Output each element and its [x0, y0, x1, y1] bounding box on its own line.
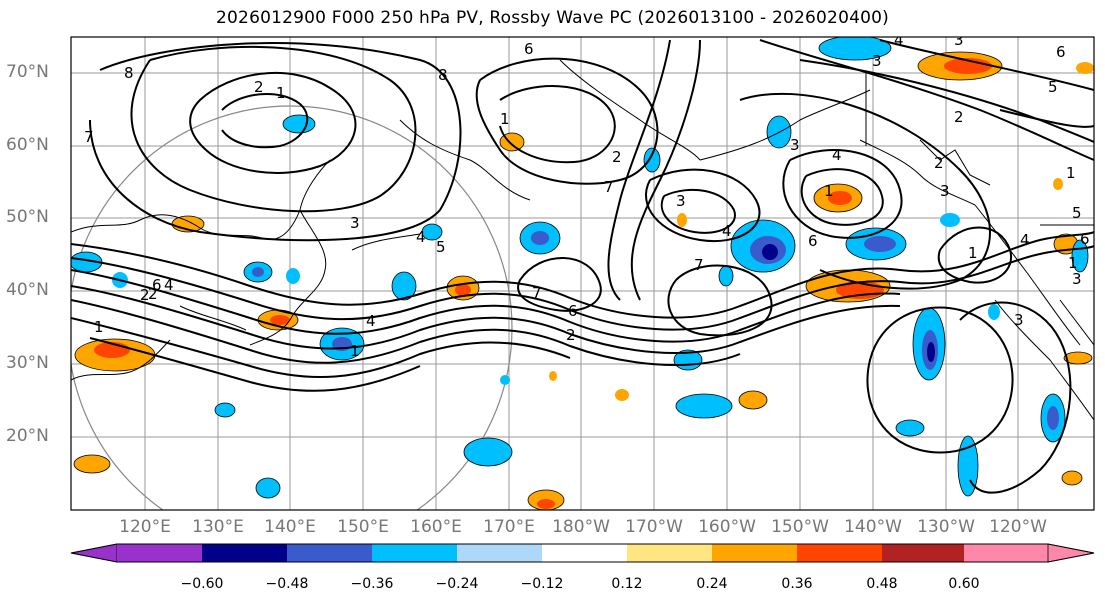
gridlines: [71, 37, 1094, 510]
colorbar-tick-label: 0.24: [696, 576, 728, 592]
contour-label: 5: [1048, 78, 1058, 96]
contour-label: 4: [722, 222, 732, 240]
contour-label: 4: [366, 312, 376, 330]
lon-label: 170°W: [625, 517, 683, 537]
lon-label: 140°W: [844, 517, 902, 537]
map-frame: [70, 36, 1095, 511]
contour-label: 6: [808, 232, 818, 250]
contour-label: 7: [604, 178, 614, 196]
contour-label: 3: [872, 52, 882, 70]
contour-label: 2: [954, 108, 964, 126]
pv-contours: [71, 39, 1094, 494]
contour-label: 1: [276, 84, 286, 102]
lat-label: 50°N: [6, 207, 49, 227]
contour-label: 1: [350, 342, 360, 360]
map-panel: 8 2 1 7 6 8 3 5 4 3 7 6 2 1 4 3 4 5 7 6 …: [70, 31, 1095, 511]
coastlines: [71, 59, 1094, 421]
colorbar-tick-label: −0.60: [180, 576, 224, 592]
map-title: 2026012900 F000 250 hPa PV, Rossby Wave …: [216, 8, 889, 28]
contour-label: 3: [1072, 270, 1082, 288]
lon-label: 120°E: [119, 517, 171, 537]
contour-label: 1: [94, 318, 104, 336]
colorbar-tick-label: 0.12: [611, 576, 643, 592]
contour-label: 6: [152, 276, 162, 294]
contour-label: 6: [568, 302, 578, 320]
lon-label: 150°E: [337, 517, 389, 537]
colorbar-tick-label: −0.12: [520, 576, 564, 592]
colorbar-tick-label: −0.36: [350, 576, 394, 592]
contour-label: 1: [968, 244, 978, 262]
contour-label: 6: [524, 40, 534, 58]
contour-label: 8: [124, 64, 134, 82]
lon-label: 170°E: [483, 517, 535, 537]
lon-label: 150°W: [771, 517, 829, 537]
contour-label: 2: [612, 148, 622, 166]
region-circle: [71, 105, 513, 510]
contour-label: 2: [566, 326, 576, 344]
contour-label: 7: [694, 256, 704, 274]
contour-label: 3: [790, 136, 800, 154]
lon-label: 130°E: [192, 517, 244, 537]
lon-label: 120°W: [989, 517, 1047, 537]
contour-label: 4: [164, 276, 174, 294]
contour-label: 6: [1056, 43, 1066, 61]
colorbar: [70, 543, 1095, 563]
pv-anomaly-fills: [71, 37, 1094, 510]
contour-label: 5: [436, 238, 446, 256]
contour-label: 7: [532, 284, 542, 302]
contour-label: 4: [416, 228, 426, 246]
contour-label: 2: [148, 285, 158, 303]
contour-label: 7: [84, 128, 94, 146]
lat-label: 30°N: [6, 353, 49, 373]
lon-label: 130°W: [917, 517, 975, 537]
lat-label: 20°N: [6, 426, 49, 446]
contour-label: 2: [934, 154, 944, 172]
lon-label: 140°E: [264, 517, 316, 537]
contour-label: 1: [500, 110, 510, 128]
contour-label: 2: [254, 78, 264, 96]
lat-label: 70°N: [6, 62, 49, 82]
contour-label: 8: [438, 66, 448, 84]
contour-label: 3: [940, 182, 950, 200]
colorbar-tick-label: 0.60: [948, 576, 980, 592]
colorbar-tick-label: 0.36: [781, 576, 813, 592]
contour-label: 1: [824, 182, 834, 200]
colorbar-tick-label: −0.48: [265, 576, 309, 592]
lat-label: 60°N: [6, 135, 49, 155]
contour-label: 4: [1020, 231, 1030, 249]
contour-label: 3: [954, 31, 964, 49]
contour-label: 6: [1080, 230, 1090, 248]
lon-label: 180°W: [552, 517, 610, 537]
lon-label: 160°E: [410, 517, 462, 537]
lon-label: 160°W: [698, 517, 756, 537]
colorbar-tick-label: 0.48: [866, 576, 898, 592]
lat-label: 40°N: [6, 280, 49, 300]
contour-label: 5: [1072, 204, 1082, 222]
contour-label: 1: [1068, 254, 1078, 272]
colorbar-tick-label: −0.24: [435, 576, 479, 592]
contour-label: 2: [140, 286, 150, 304]
contour-label: 3: [350, 214, 360, 232]
contour-labels: 8 2 1 7 6 8 3 5 4 3 7 6 2 1 4 3 4 5 7 6 …: [84, 31, 1090, 360]
contour-label: 1: [1066, 164, 1076, 182]
contour-label: 3: [676, 192, 686, 210]
contour-label: 3: [1014, 311, 1024, 329]
contour-label: 4: [832, 146, 842, 164]
contour-label: 4: [894, 31, 904, 49]
